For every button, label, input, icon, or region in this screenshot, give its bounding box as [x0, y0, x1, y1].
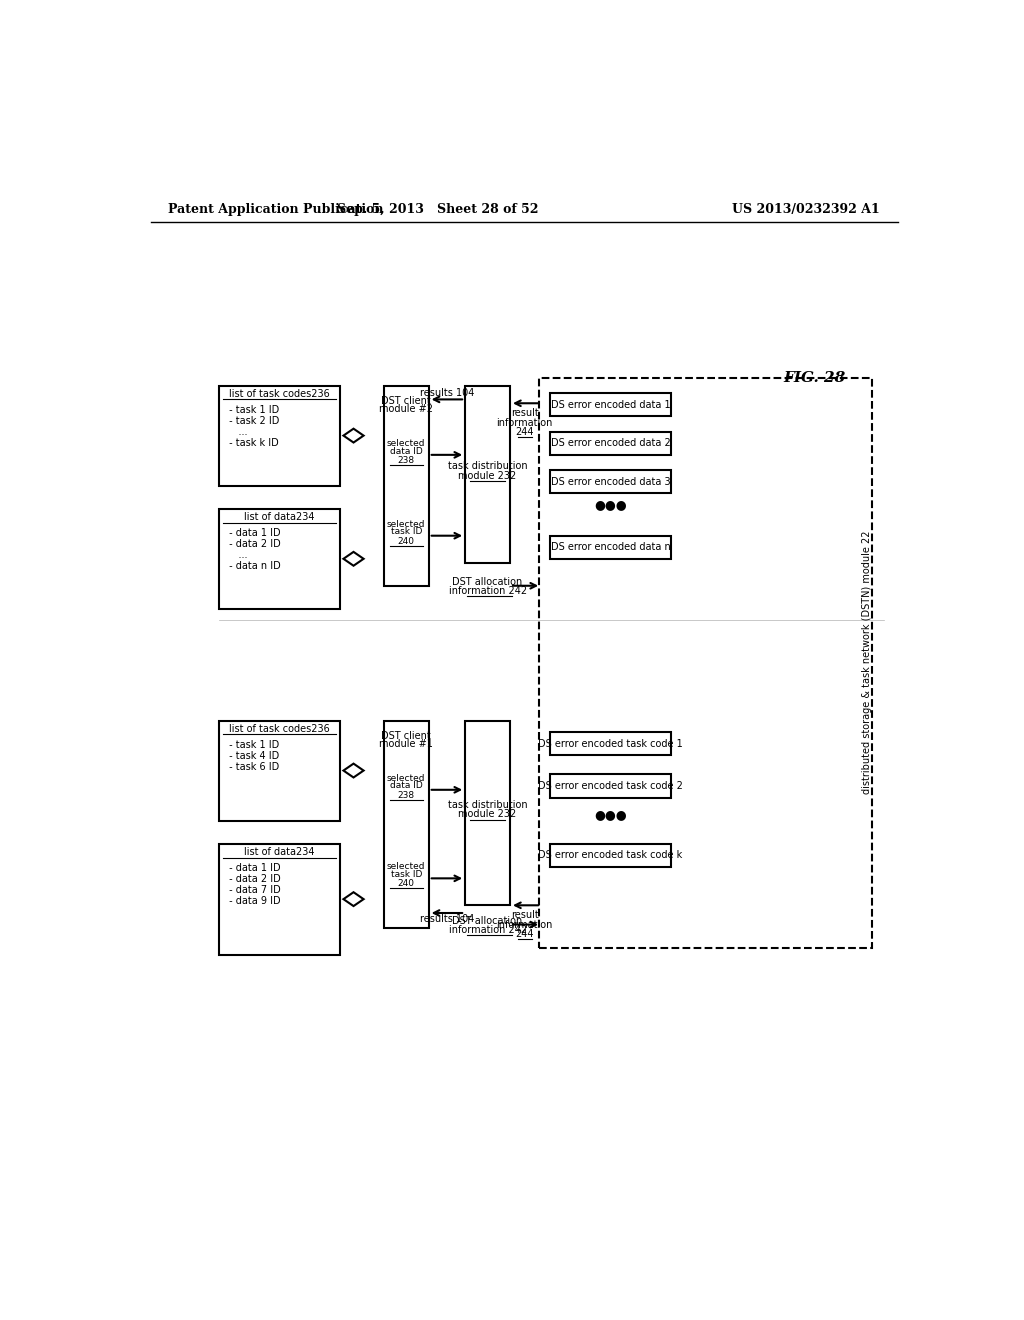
- Text: selected: selected: [387, 862, 426, 871]
- Bar: [465, 385, 510, 562]
- Text: list of data234: list of data234: [245, 512, 314, 523]
- Bar: [219, 385, 340, 486]
- Bar: [384, 721, 429, 928]
- Text: module 232: module 232: [459, 809, 517, 820]
- Text: ...: ...: [225, 426, 247, 437]
- Text: task ID: task ID: [390, 870, 422, 879]
- Polygon shape: [343, 763, 364, 777]
- Text: US 2013/0232392 A1: US 2013/0232392 A1: [732, 203, 881, 216]
- Text: DS error encoded data 2: DS error encoded data 2: [551, 438, 671, 449]
- Text: 240: 240: [397, 537, 415, 545]
- Bar: [384, 385, 429, 586]
- Text: - data 7 ID: - data 7 ID: [225, 884, 281, 895]
- Text: task distribution: task distribution: [447, 800, 527, 810]
- Text: ●●●: ●●●: [594, 808, 627, 821]
- Text: 244: 244: [515, 426, 535, 437]
- Polygon shape: [343, 892, 364, 906]
- Text: results 104: results 104: [420, 388, 474, 399]
- Bar: [550, 733, 671, 755]
- Text: 244: 244: [515, 929, 535, 939]
- Text: ...: ...: [225, 550, 247, 560]
- Text: 238: 238: [397, 455, 415, 465]
- Bar: [550, 843, 671, 867]
- Text: - task 2 ID: - task 2 ID: [225, 416, 279, 426]
- Text: DST client: DST client: [381, 396, 431, 407]
- Text: DS error encoded data 3: DS error encoded data 3: [551, 477, 671, 487]
- Bar: [550, 470, 671, 494]
- Text: list of task codes236: list of task codes236: [229, 723, 330, 734]
- Text: distributed storage & task network (DSTN) module 22: distributed storage & task network (DSTN…: [861, 531, 871, 795]
- Bar: [550, 775, 671, 797]
- Bar: [219, 508, 340, 609]
- Text: Patent Application Publication: Patent Application Publication: [168, 203, 384, 216]
- Text: DS error encoded task code k: DS error encoded task code k: [539, 850, 683, 861]
- Text: ●●●: ●●●: [594, 499, 627, 511]
- Text: - task 4 ID: - task 4 ID: [225, 751, 279, 760]
- Bar: [219, 721, 340, 821]
- Bar: [550, 393, 671, 416]
- Text: list of task codes236: list of task codes236: [229, 389, 330, 399]
- Text: data ID: data ID: [390, 781, 423, 791]
- Text: - data 1 ID: - data 1 ID: [225, 863, 281, 874]
- Text: DS error encoded task code 1: DS error encoded task code 1: [538, 739, 683, 748]
- Text: selected: selected: [387, 438, 426, 447]
- Text: - data 9 ID: - data 9 ID: [225, 896, 281, 906]
- Text: selected: selected: [387, 520, 426, 528]
- Text: data ID: data ID: [390, 446, 423, 455]
- Bar: [465, 721, 510, 906]
- Text: - task 1 ID: - task 1 ID: [225, 405, 279, 416]
- Text: - task 6 ID: - task 6 ID: [225, 762, 279, 772]
- Text: FIG. 28: FIG. 28: [783, 371, 845, 385]
- Text: information 242: information 242: [449, 586, 526, 597]
- Text: - data 2 ID: - data 2 ID: [225, 539, 281, 549]
- Text: list of data234: list of data234: [245, 847, 314, 857]
- Text: Sep. 5, 2013   Sheet 28 of 52: Sep. 5, 2013 Sheet 28 of 52: [337, 203, 539, 216]
- Text: 240: 240: [397, 879, 415, 888]
- Text: - task 1 ID: - task 1 ID: [225, 741, 279, 750]
- Text: information: information: [497, 417, 553, 428]
- Text: task ID: task ID: [390, 528, 422, 536]
- Text: DS error encoded data 1: DS error encoded data 1: [551, 400, 671, 409]
- Text: DS error encoded data n: DS error encoded data n: [551, 543, 671, 552]
- Polygon shape: [343, 429, 364, 442]
- Text: result: result: [511, 408, 539, 418]
- Text: - task k ID: - task k ID: [225, 437, 279, 447]
- Text: - data n ID: - data n ID: [225, 561, 281, 570]
- Text: DST client: DST client: [381, 731, 431, 741]
- Text: information: information: [497, 920, 553, 929]
- Polygon shape: [343, 552, 364, 566]
- Text: module #1: module #1: [379, 739, 433, 750]
- Bar: [219, 843, 340, 956]
- Bar: [539, 378, 872, 948]
- Text: 238: 238: [397, 791, 415, 800]
- Bar: [550, 432, 671, 455]
- Text: - data 2 ID: - data 2 ID: [225, 874, 281, 884]
- Text: module #2: module #2: [379, 404, 433, 414]
- Bar: [550, 536, 671, 558]
- Text: task distribution: task distribution: [447, 462, 527, 471]
- Text: module 232: module 232: [459, 471, 517, 480]
- Text: information 242: information 242: [449, 925, 526, 935]
- Text: - data 1 ID: - data 1 ID: [225, 528, 281, 539]
- Text: results 104: results 104: [420, 915, 474, 924]
- Text: DS error encoded task code 2: DS error encoded task code 2: [538, 781, 683, 791]
- Text: DST allocation: DST allocation: [453, 577, 522, 587]
- Text: selected: selected: [387, 774, 426, 783]
- Text: DST allocation: DST allocation: [453, 916, 522, 925]
- Text: result: result: [511, 911, 539, 920]
